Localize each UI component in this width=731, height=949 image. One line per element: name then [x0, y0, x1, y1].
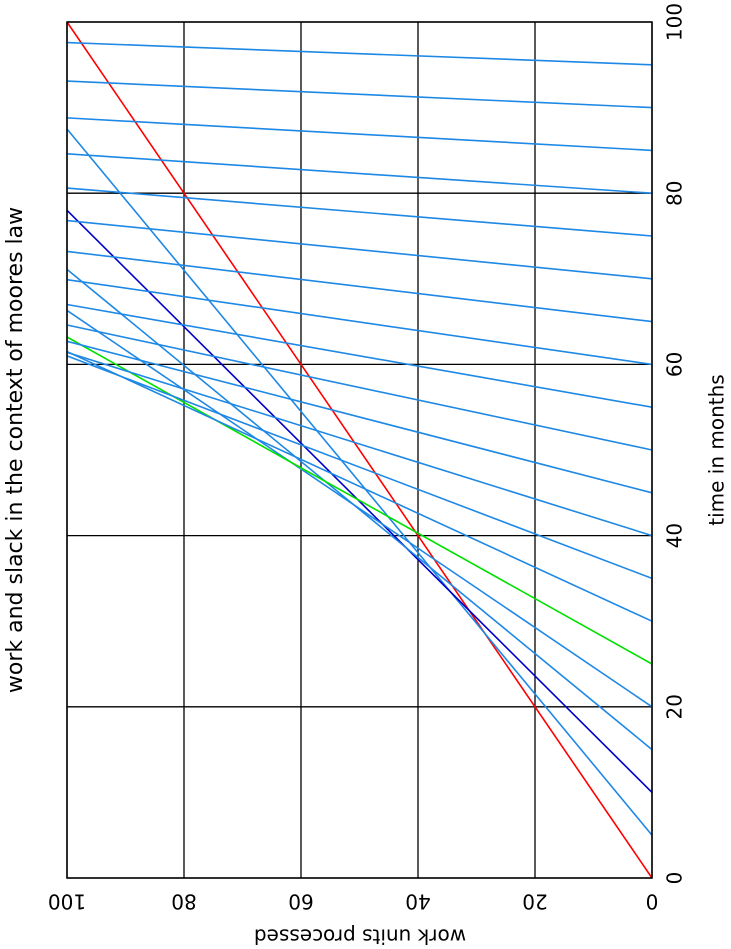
y-tick-label: 20: [522, 890, 547, 914]
x-axis-label: time in months: [705, 374, 729, 525]
data-line: [66, 21, 653, 879]
data-line: [66, 153, 653, 194]
rotated-plot: work and slack in the context of moores …: [3, 3, 729, 949]
y-tick-label: 40: [405, 890, 430, 914]
data-line: [66, 117, 653, 152]
data-line: [66, 219, 653, 280]
data-line: [66, 336, 653, 665]
data-line: [66, 41, 653, 66]
data-line: [66, 250, 653, 323]
data-line: [66, 350, 653, 622]
data-line: [66, 187, 653, 237]
data-line: [66, 303, 653, 408]
data-line: [66, 128, 653, 836]
x-tick-label: 20: [663, 694, 687, 719]
data-line: [66, 324, 653, 451]
x-tick-label: 0: [663, 872, 687, 885]
y-tick-label: 80: [171, 890, 196, 914]
data-line: [66, 278, 653, 366]
data-line: [66, 309, 653, 708]
data-line: [66, 80, 653, 109]
y-axis-label: work units processed: [254, 925, 466, 949]
x-tick-label: 100: [663, 3, 687, 41]
chart-title: work and slack in the context of moores …: [3, 207, 28, 693]
y-tick-label: 100: [48, 890, 86, 914]
x-tick-label: 80: [663, 180, 687, 205]
data-line: [66, 355, 653, 580]
data-line: [66, 340, 653, 494]
y-tick-label: 0: [646, 890, 659, 914]
data-line: [66, 351, 653, 537]
x-tick-label: 40: [663, 523, 687, 548]
plot-frame: [66, 21, 653, 879]
x-tick-label: 60: [663, 352, 687, 377]
y-tick-label: 60: [288, 890, 313, 914]
